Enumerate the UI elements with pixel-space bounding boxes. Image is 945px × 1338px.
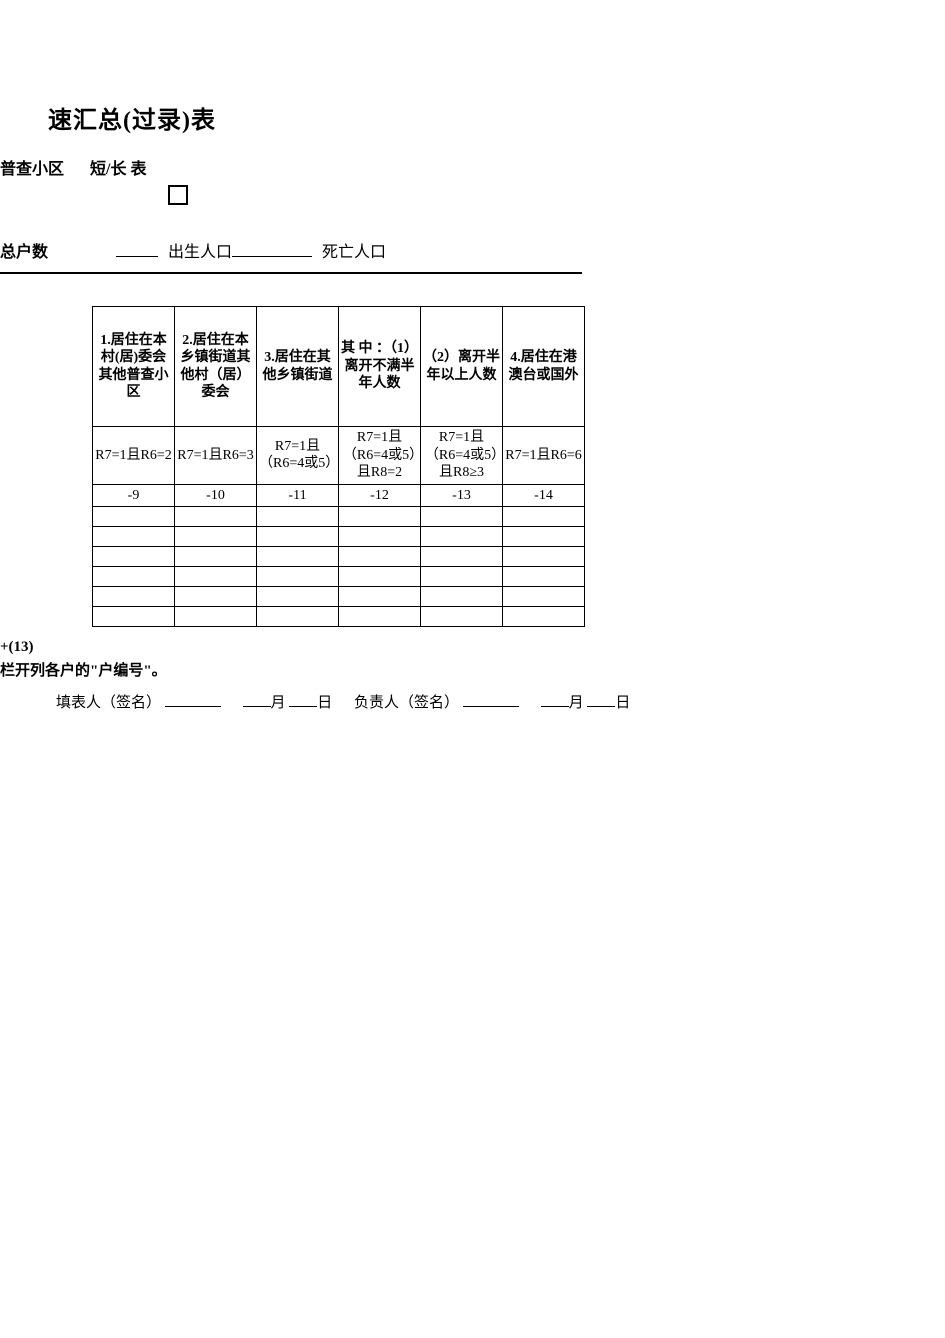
col-header-2: 2.居住在本乡镇街道其他村（居）委会: [175, 307, 257, 427]
table-formula-row: R7=1且R6=2 R7=1且R6=3 R7=1且（R6=4或5） R7=1且（…: [93, 427, 585, 485]
summary-table: 1.居住在本村(居)委会其他普查小区 2.居住在本乡镇街道其他村（居）委会 3.…: [92, 306, 585, 627]
table-row: [93, 607, 585, 627]
col-header-4: 其 中 ：（1）离开不满半年人数: [339, 307, 421, 427]
formula-5: R7=1且（R6=4或5）且R8≥3: [421, 427, 503, 485]
filler-day-blank[interactable]: [289, 692, 317, 707]
col-header-5: （2）离开半年以上人数: [421, 307, 503, 427]
checkbox-row: [168, 185, 945, 210]
index-5: -13: [421, 484, 503, 507]
formula-3: R7=1且（R6=4或5）: [257, 427, 339, 485]
note-line-1: +(13): [0, 635, 945, 659]
sub-header-row: 普查小区 短/长 表: [0, 155, 945, 179]
col-header-3: 3.居住在其他乡镇街道: [257, 307, 339, 427]
table-row: [93, 547, 585, 567]
formula-6: R7=1且R6=6: [503, 427, 585, 485]
leader-day-blank[interactable]: [587, 692, 615, 707]
table-row: [93, 527, 585, 547]
table-row: [93, 587, 585, 607]
births-label: 出生人口: [168, 238, 232, 262]
filler-sign-blank[interactable]: [165, 692, 221, 707]
page-root: 速汇总(过录)表 普查小区 短/长 表 总户数 出生人口 死亡人口 1.居住在本…: [0, 0, 945, 715]
area-label: 普查小区: [0, 155, 64, 179]
signature-row: 填表人（签名） 月 日 负责人（签名） 月 日: [56, 691, 945, 715]
form-type-label: 短/长 表: [90, 155, 146, 179]
households-label: 总户数: [0, 238, 48, 262]
filler-month-blank[interactable]: [243, 692, 271, 707]
form-type-checkbox[interactable]: [168, 185, 188, 205]
index-3: -11: [257, 484, 339, 507]
day-label-1: 日: [317, 695, 332, 711]
index-1: -9: [93, 484, 175, 507]
index-4: -12: [339, 484, 421, 507]
leader-sign-blank[interactable]: [463, 692, 519, 707]
deaths-label: 死亡人口: [322, 238, 386, 262]
note-line-2: 栏开列各户的"户编号"。: [0, 659, 945, 683]
index-2: -10: [175, 484, 257, 507]
form-title: 速汇总(过录)表: [48, 100, 945, 135]
table-header-row: 1.居住在本村(居)委会其他普查小区 2.居住在本乡镇街道其他村（居）委会 3.…: [93, 307, 585, 427]
table-row: [93, 567, 585, 587]
formula-4: R7=1且（R6=4或5）且R8=2: [339, 427, 421, 485]
day-label-2: 日: [615, 695, 630, 711]
formula-2: R7=1且R6=3: [175, 427, 257, 485]
col-header-6: 4.居住在港澳台或国外: [503, 307, 585, 427]
month-label-2: 月: [569, 695, 584, 711]
table-index-row: -9 -10 -11 -12 -13 -14: [93, 484, 585, 507]
births-blank[interactable]: [232, 241, 312, 257]
col-header-1: 1.居住在本村(居)委会其他普查小区: [93, 307, 175, 427]
index-6: -14: [503, 484, 585, 507]
leader-month-blank[interactable]: [541, 692, 569, 707]
table-row: [93, 507, 585, 527]
divider-line: [0, 272, 582, 274]
counts-row: 总户数 出生人口 死亡人口: [0, 238, 945, 262]
households-blank[interactable]: [116, 241, 158, 257]
formula-1: R7=1且R6=2: [93, 427, 175, 485]
notes-block: +(13) 栏开列各户的"户编号"。 填表人（签名） 月 日 负责人（签名） 月…: [0, 635, 945, 715]
filler-label: 填表人（签名）: [56, 695, 161, 711]
month-label-1: 月: [271, 695, 286, 711]
leader-label: 负责人（签名）: [354, 695, 459, 711]
